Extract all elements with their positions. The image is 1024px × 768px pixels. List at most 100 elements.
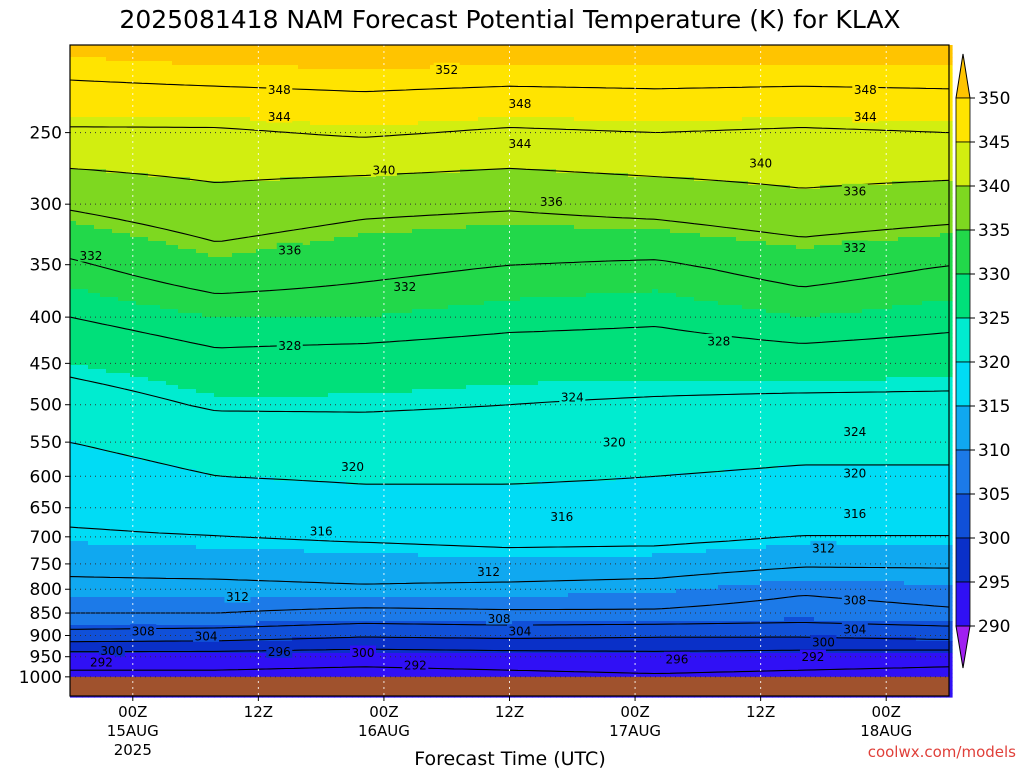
contour-label: 348 [266, 82, 292, 97]
colorbar-segment [956, 450, 970, 494]
contour-label: 316 [842, 507, 868, 522]
colorbar-tick-label: 305 [978, 485, 1010, 505]
contour-label-text: 316 [550, 510, 573, 524]
y-tick-label: 250 [30, 124, 62, 144]
contour-label: 296 [266, 645, 292, 660]
contour-label-text: 348 [509, 97, 532, 111]
contour-label: 304 [193, 629, 219, 644]
contour-label-text: 328 [278, 339, 301, 353]
x-tick-label: 12Z [746, 703, 775, 721]
colorbar-segment [956, 362, 970, 406]
colorbar-tick-label: 310 [978, 441, 1010, 461]
watermark: coolwx.com/models [868, 743, 1016, 761]
y-tick-label: 450 [30, 354, 62, 374]
contour-label-text: 332 [393, 280, 416, 294]
y-axis: 2503003504004505005506006507007508008509… [19, 124, 70, 688]
contour-label: 324 [559, 390, 585, 405]
contour-label-text: 320 [341, 460, 364, 474]
contour-label: 348 [852, 82, 878, 97]
contour-label: 320 [842, 466, 868, 481]
contour-label: 320 [340, 459, 366, 474]
contour-label-text: 324 [561, 390, 584, 404]
contour-label: 332 [392, 280, 418, 295]
chart-title: 2025081418 NAM Forecast Potential Temper… [119, 5, 900, 34]
contour-label-text: 300 [812, 635, 835, 649]
contour-label: 308 [130, 624, 156, 639]
contour-label: 312 [224, 590, 250, 605]
contour-label-text: 328 [707, 334, 730, 348]
plot-area: 3523483483483443443443403403363363363323… [70, 45, 953, 698]
contour-label-text: 296 [665, 652, 688, 666]
contour-label-text: 300 [352, 646, 375, 660]
colorbar-segment [956, 186, 970, 230]
contour-label: 304 [507, 624, 533, 639]
contour-label: 336 [277, 243, 303, 257]
colorbar-segment [956, 318, 970, 362]
contour-label: 328 [706, 334, 732, 349]
contour-label: 316 [549, 510, 575, 525]
x-tick-date: 17AUG [609, 722, 661, 740]
x-tick-label: 00Z [872, 703, 901, 721]
y-tick-label: 650 [30, 499, 62, 519]
colorbar-segment [956, 582, 970, 626]
contour-label: 316 [308, 524, 334, 539]
contour-label: 320 [601, 435, 627, 450]
colorbar-tick-label: 345 [978, 133, 1010, 153]
x-tick-year: 2025 [114, 741, 152, 759]
contour-label: 296 [664, 652, 690, 667]
x-tick-label: 00Z [369, 703, 398, 721]
contour-label: 336 [538, 195, 564, 210]
colorbar-tick-label: 325 [978, 309, 1010, 329]
contour-label: 340 [371, 163, 397, 178]
x-tick-label: 00Z [620, 703, 649, 721]
contour-label-text: 344 [854, 110, 877, 124]
contour-label: 300 [350, 646, 376, 661]
colorbar-segment [956, 494, 970, 538]
contour-label: 348 [507, 96, 533, 111]
contour-label: 340 [748, 156, 774, 171]
colorbar-tick-label: 350 [978, 89, 1010, 109]
contour-label-text: 292 [404, 658, 427, 672]
contour-label: 292 [402, 658, 428, 673]
colorbar-segment [956, 230, 970, 274]
contour-label-text: 324 [843, 425, 866, 439]
colorbar-segment [956, 142, 970, 186]
x-axis-title: Forecast Time (UTC) [414, 748, 605, 768]
contour-label-text: 320 [843, 467, 866, 481]
colorbar-tick-label: 335 [978, 221, 1010, 241]
contour-label: 292 [800, 650, 826, 665]
contour-label-text: 332 [79, 249, 102, 263]
y-tick-label: 950 [30, 648, 62, 668]
x-tick-label: 00Z [118, 703, 147, 721]
x-tick-date: 15AUG [107, 722, 159, 740]
contour-label-text: 344 [509, 137, 532, 151]
contour-label-text: 304 [195, 629, 218, 643]
contour-label-text: 336 [278, 243, 301, 257]
contour-label-text: 340 [372, 164, 395, 178]
x-tick-date: 18AUG [860, 722, 912, 740]
contour-label: 292 [88, 655, 114, 670]
colorbar-bottom-arrow [956, 626, 970, 668]
contour-label-text: 316 [310, 525, 333, 539]
y-tick-label: 600 [30, 467, 62, 487]
y-tick-label: 900 [30, 626, 62, 646]
contour-label-text: 312 [812, 541, 835, 555]
y-tick-label: 750 [30, 555, 62, 575]
y-tick-label: 350 [30, 256, 62, 276]
contour-label-text: 304 [843, 622, 866, 636]
y-tick-label: 850 [30, 604, 62, 624]
colorbar-tick-label: 290 [978, 617, 1010, 637]
colorbar-tick-label: 330 [978, 265, 1010, 285]
contour-label-text: 340 [749, 156, 772, 170]
contour-label: 312 [476, 565, 502, 580]
contour-label-text: 348 [268, 83, 291, 97]
colorbar-tick-label: 300 [978, 529, 1010, 549]
y-tick-label: 700 [30, 528, 62, 548]
contour-label-text: 332 [843, 241, 866, 255]
contour-label-text: 292 [802, 650, 825, 664]
colorbar-segment [956, 538, 970, 582]
contour-label-text: 316 [843, 507, 866, 521]
x-tick-label: 12Z [495, 703, 524, 721]
contour-label-text: 352 [435, 63, 458, 77]
contour-label: 308 [842, 593, 868, 608]
